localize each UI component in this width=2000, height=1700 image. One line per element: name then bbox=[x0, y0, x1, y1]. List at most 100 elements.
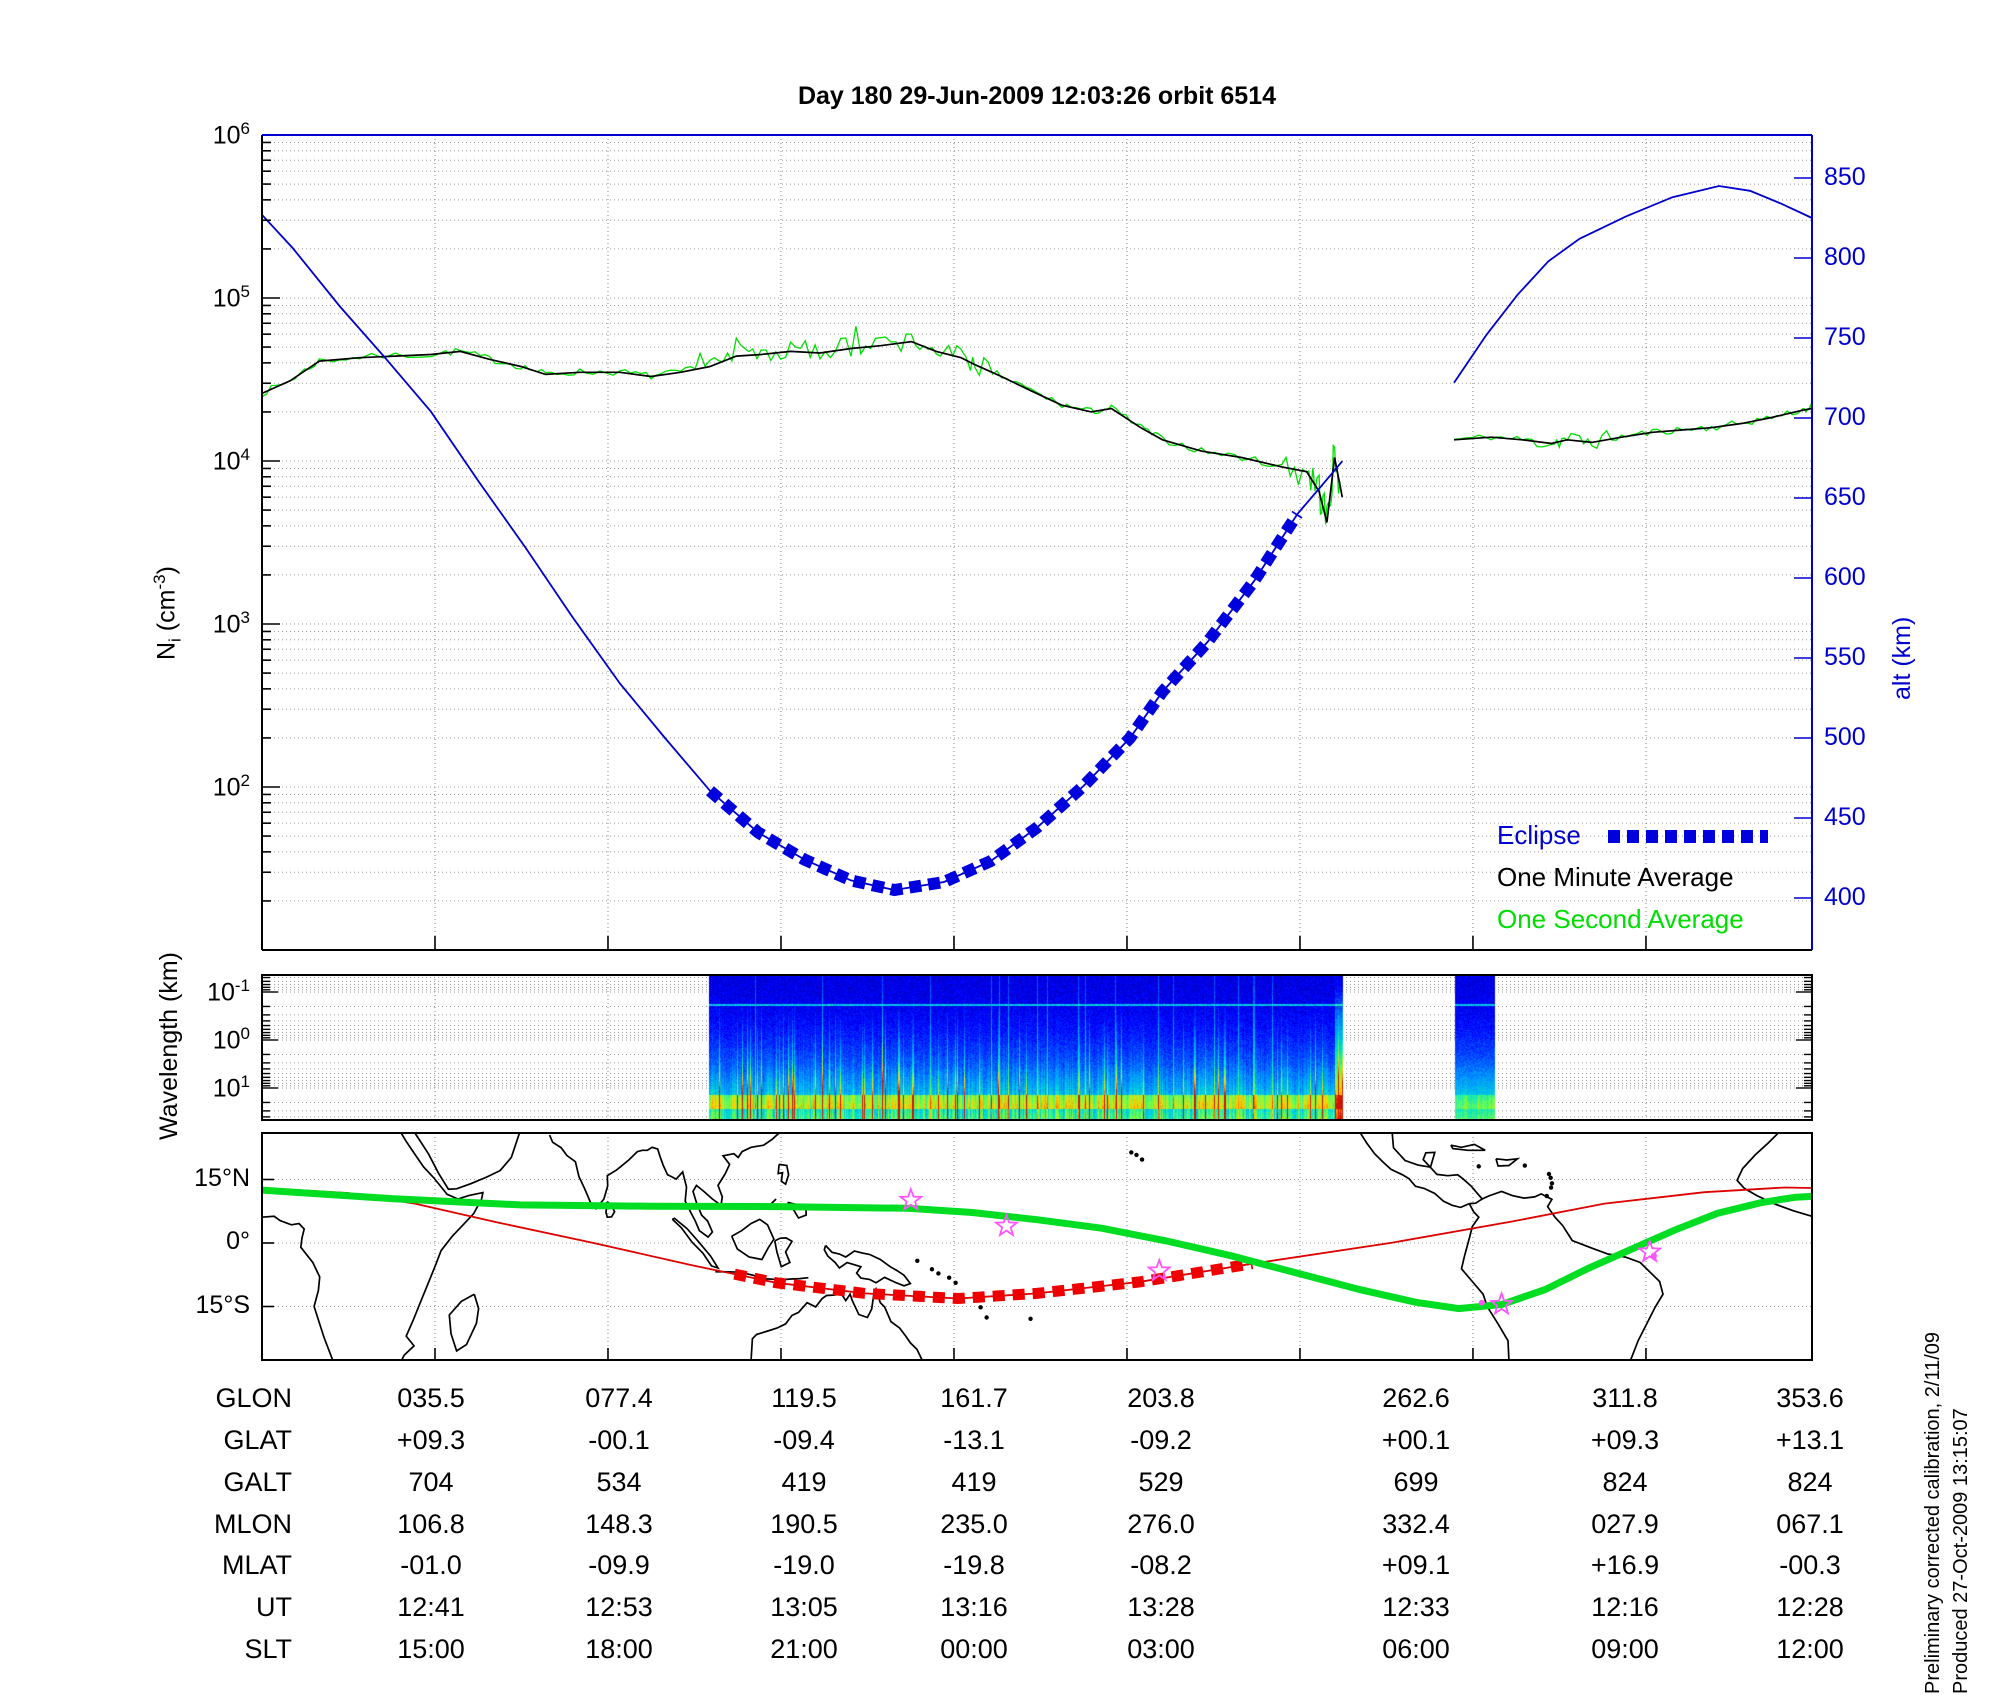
island-speck bbox=[978, 1305, 983, 1310]
table-cell: 13:16 bbox=[940, 1592, 1008, 1622]
density-tick-label: 106 bbox=[212, 119, 250, 150]
coastline-new_guinea bbox=[823, 1244, 912, 1287]
table-cell: 00:00 bbox=[940, 1634, 1008, 1664]
credit-produced-note: Produced 27-Oct-2009 13:15:07 bbox=[1950, 1408, 1972, 1694]
table-cell: 148.3 bbox=[585, 1509, 653, 1539]
table-cell: 077.4 bbox=[585, 1383, 653, 1413]
table-cell: 704 bbox=[408, 1467, 454, 1497]
island-speck bbox=[953, 1280, 958, 1285]
table-row-label: MLAT bbox=[221, 1550, 292, 1580]
coastline-cuba bbox=[1450, 1143, 1486, 1152]
table-cell: 332.4 bbox=[1382, 1509, 1450, 1539]
table-cell: 262.6 bbox=[1382, 1383, 1450, 1413]
island-speck bbox=[1028, 1316, 1033, 1321]
island-speck bbox=[1476, 1164, 1481, 1169]
altitude-tick-label: 650 bbox=[1824, 483, 1866, 511]
coastline-east_africa bbox=[400, 1132, 484, 1361]
density-tick-label: 103 bbox=[212, 608, 250, 639]
table-cell: 106.8 bbox=[397, 1509, 465, 1539]
magnetic-equator bbox=[261, 1186, 1813, 1313]
altitude-axis-label: alt (km) bbox=[1888, 616, 1916, 700]
density-axis-label: Ni (cm-3) bbox=[150, 566, 185, 660]
table-cell: -00.3 bbox=[1779, 1550, 1841, 1580]
table-cell: 12:41 bbox=[397, 1592, 465, 1622]
island-speck bbox=[1548, 1185, 1554, 1190]
table-cell: +13.1 bbox=[1775, 1425, 1845, 1455]
event-star bbox=[897, 1186, 924, 1212]
eclipse-segment bbox=[706, 510, 1303, 897]
coastline-sumatra bbox=[671, 1217, 720, 1270]
page-title: Day 180 29-Jun-2009 12:03:26 orbit 6514 bbox=[797, 82, 1277, 110]
table-cell: 12:33 bbox=[1382, 1592, 1450, 1622]
table-cell: +09.3 bbox=[396, 1425, 466, 1455]
table-cell: 419 bbox=[781, 1467, 827, 1497]
coastline-west_africa_right bbox=[1736, 1132, 1813, 1218]
ground-track-eclipse bbox=[733, 1258, 1254, 1305]
island-speck bbox=[929, 1267, 935, 1272]
table-cell: 12:16 bbox=[1591, 1592, 1659, 1622]
coastline-west_africa_left bbox=[261, 1215, 334, 1361]
top-panel bbox=[261, 134, 1813, 951]
coastline-borneo bbox=[730, 1218, 775, 1261]
table-cell: -01.0 bbox=[400, 1550, 462, 1580]
table-row-label: GLON bbox=[215, 1383, 292, 1413]
event-dot bbox=[1650, 1252, 1657, 1259]
table-cell: +09.3 bbox=[1590, 1425, 1660, 1455]
table-cell: 21:00 bbox=[770, 1634, 838, 1664]
altitude-tick-label: 550 bbox=[1824, 643, 1866, 671]
legend-eclipse-swatch bbox=[1608, 830, 1768, 843]
altitude-curve-left bbox=[261, 214, 1343, 891]
island-speck bbox=[1548, 1175, 1553, 1181]
altitude-tick-label: 850 bbox=[1824, 163, 1866, 191]
event-star bbox=[1488, 1290, 1515, 1316]
island-speck bbox=[1544, 1193, 1549, 1199]
table-row-label: MLON bbox=[213, 1509, 292, 1539]
density-tick-label: 102 bbox=[212, 771, 250, 802]
table-row-label: GALT bbox=[223, 1467, 292, 1497]
island-speck bbox=[1546, 1171, 1552, 1177]
table-cell: -09.4 bbox=[773, 1425, 835, 1455]
table-cell: 13:28 bbox=[1127, 1592, 1195, 1622]
table-row-label: GLAT bbox=[223, 1425, 292, 1455]
table-cell: +00.1 bbox=[1381, 1425, 1451, 1455]
density-tick-label: 105 bbox=[212, 282, 250, 313]
map-panel bbox=[261, 1132, 1813, 1361]
coastline-sulawesi bbox=[773, 1237, 794, 1268]
table-cell: -09.2 bbox=[1130, 1425, 1192, 1455]
altitude-tick-label: 450 bbox=[1824, 803, 1866, 831]
altitude-tick-label: 750 bbox=[1824, 323, 1866, 351]
legend-eclipse-label: Eclipse bbox=[1497, 820, 1581, 850]
table-cell: 190.5 bbox=[770, 1509, 838, 1539]
island-speck bbox=[915, 1258, 920, 1263]
coastline-luzon bbox=[777, 1163, 790, 1186]
table-row-label: SLT bbox=[244, 1634, 292, 1664]
wavelength-tick-label: 101 bbox=[212, 1072, 250, 1103]
coastline-south_america_east bbox=[1481, 1190, 1664, 1361]
latitude-tick-label: 15°S bbox=[195, 1290, 250, 1319]
table-cell: -13.1 bbox=[943, 1425, 1005, 1455]
table-cell: 027.9 bbox=[1591, 1509, 1659, 1539]
one-minute-average-left bbox=[261, 340, 1344, 523]
event-dot bbox=[1478, 1299, 1485, 1306]
table-cell: 353.6 bbox=[1776, 1383, 1844, 1413]
table-cell: 235.0 bbox=[940, 1509, 1008, 1539]
wavelength-spectrogram bbox=[263, 976, 1811, 1119]
island-speck bbox=[936, 1271, 941, 1276]
coastline-arabia bbox=[414, 1132, 521, 1191]
table-cell: 09:00 bbox=[1591, 1634, 1659, 1664]
table-cell: 119.5 bbox=[771, 1383, 837, 1413]
table-cell: 18:00 bbox=[585, 1634, 653, 1664]
latitude-tick-label: 15°N bbox=[194, 1163, 250, 1192]
table-cell: 203.8 bbox=[1127, 1383, 1195, 1413]
table-cell: 12:53 bbox=[585, 1592, 653, 1622]
table-cell: -09.9 bbox=[588, 1550, 650, 1580]
altitude-tick-label: 500 bbox=[1824, 723, 1866, 751]
altitude-tick-label: 600 bbox=[1824, 563, 1866, 591]
event-star bbox=[1146, 1257, 1173, 1282]
coastline-indochina_china bbox=[669, 1132, 780, 1239]
table-cell: 311.8 bbox=[1592, 1383, 1658, 1413]
table-cell: 534 bbox=[596, 1467, 642, 1497]
table-cell: 15:00 bbox=[397, 1634, 465, 1664]
density-tick-label: 104 bbox=[212, 445, 250, 476]
